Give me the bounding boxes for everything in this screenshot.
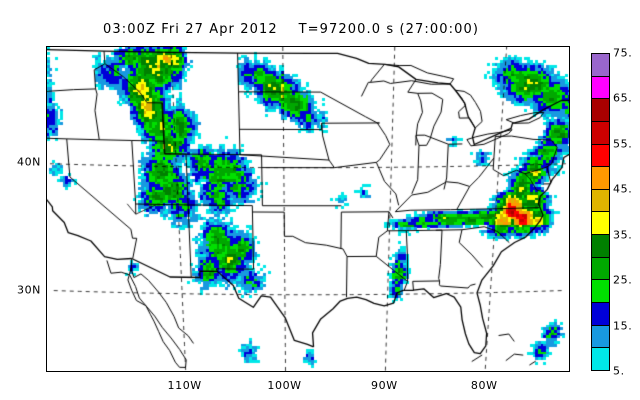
colorbar-tick-label: 75. [613, 46, 633, 60]
y-tick-label: 40N [16, 155, 41, 169]
colorbar-band [592, 76, 609, 100]
colorbar-band [592, 99, 609, 122]
figure-title: 03:00Z Fri 27 Apr 2012 T=97200.0 s (27:0… [103, 22, 479, 37]
colorbar-band [592, 54, 609, 77]
x-tick-label: 110W [167, 379, 202, 392]
colorbar-band [592, 325, 609, 349]
colorbar-band [592, 121, 609, 145]
x-tick-label: 90W [371, 379, 398, 392]
colorbar-band [592, 235, 609, 258]
colorbar-band [592, 280, 609, 304]
map-plot-area [46, 46, 570, 372]
colorbar-tick-label: 35. [613, 228, 633, 242]
colorbar-band [592, 348, 609, 370]
colorbar-tick-label: 15. [613, 319, 633, 333]
reflectivity-colorbar [591, 53, 610, 371]
colorbar-tick-label: 65. [613, 91, 633, 105]
colorbar-band [592, 189, 609, 213]
reflectivity-field [47, 47, 569, 371]
colorbar-band [592, 144, 609, 168]
colorbar-tick-label: 25. [613, 273, 633, 287]
colorbar-band [592, 303, 609, 326]
colorbar-band [592, 257, 609, 281]
colorbar-band [592, 212, 609, 236]
colorbar-tick-label: 5. [613, 364, 625, 378]
y-tick-label: 30N [16, 283, 41, 297]
x-tick-label: 80W [470, 379, 498, 392]
colorbar-tick-label: 45. [613, 182, 633, 196]
colorbar-tick-label: 55. [613, 137, 633, 151]
x-tick-label: 100W [267, 379, 302, 392]
colorbar-band [592, 167, 609, 190]
